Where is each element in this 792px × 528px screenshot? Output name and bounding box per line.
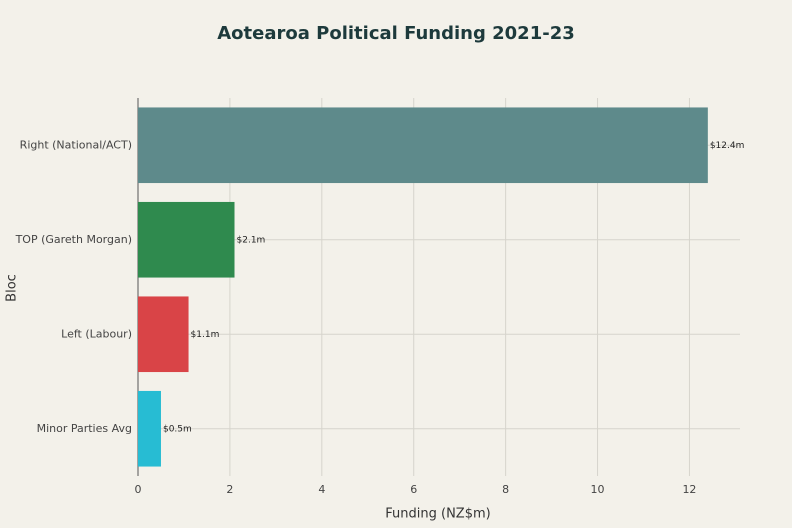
bar [138, 201, 235, 278]
bar [138, 296, 189, 373]
y-axis-title: Bloc [5, 274, 20, 302]
x-tick-label: 4 [318, 483, 325, 496]
value-label: $12.4m [710, 141, 745, 151]
value-label: $2.1m [237, 235, 266, 245]
value-label: $1.1m [191, 330, 220, 340]
y-tick-label: TOP (Gareth Morgan) [15, 233, 132, 246]
x-tick-label: 10 [591, 483, 605, 496]
y-tick-label: Left (Labour) [61, 327, 132, 340]
x-tick-label: 8 [502, 483, 509, 496]
bar [138, 390, 161, 467]
x-tick-label: 12 [682, 483, 696, 496]
x-tick-label: 2 [226, 483, 233, 496]
chart-title: Aotearoa Political Funding 2021-23 [217, 23, 575, 44]
x-tick-label: 0 [135, 483, 142, 496]
x-axis-title: Funding (NZ$m) [385, 507, 490, 522]
x-tick-label: 6 [410, 483, 417, 496]
value-label: $0.5m [163, 424, 192, 434]
bar [138, 107, 708, 184]
y-tick-label: Minor Parties Avg [37, 422, 132, 435]
y-tick-label: Right (National/ACT) [20, 138, 132, 151]
